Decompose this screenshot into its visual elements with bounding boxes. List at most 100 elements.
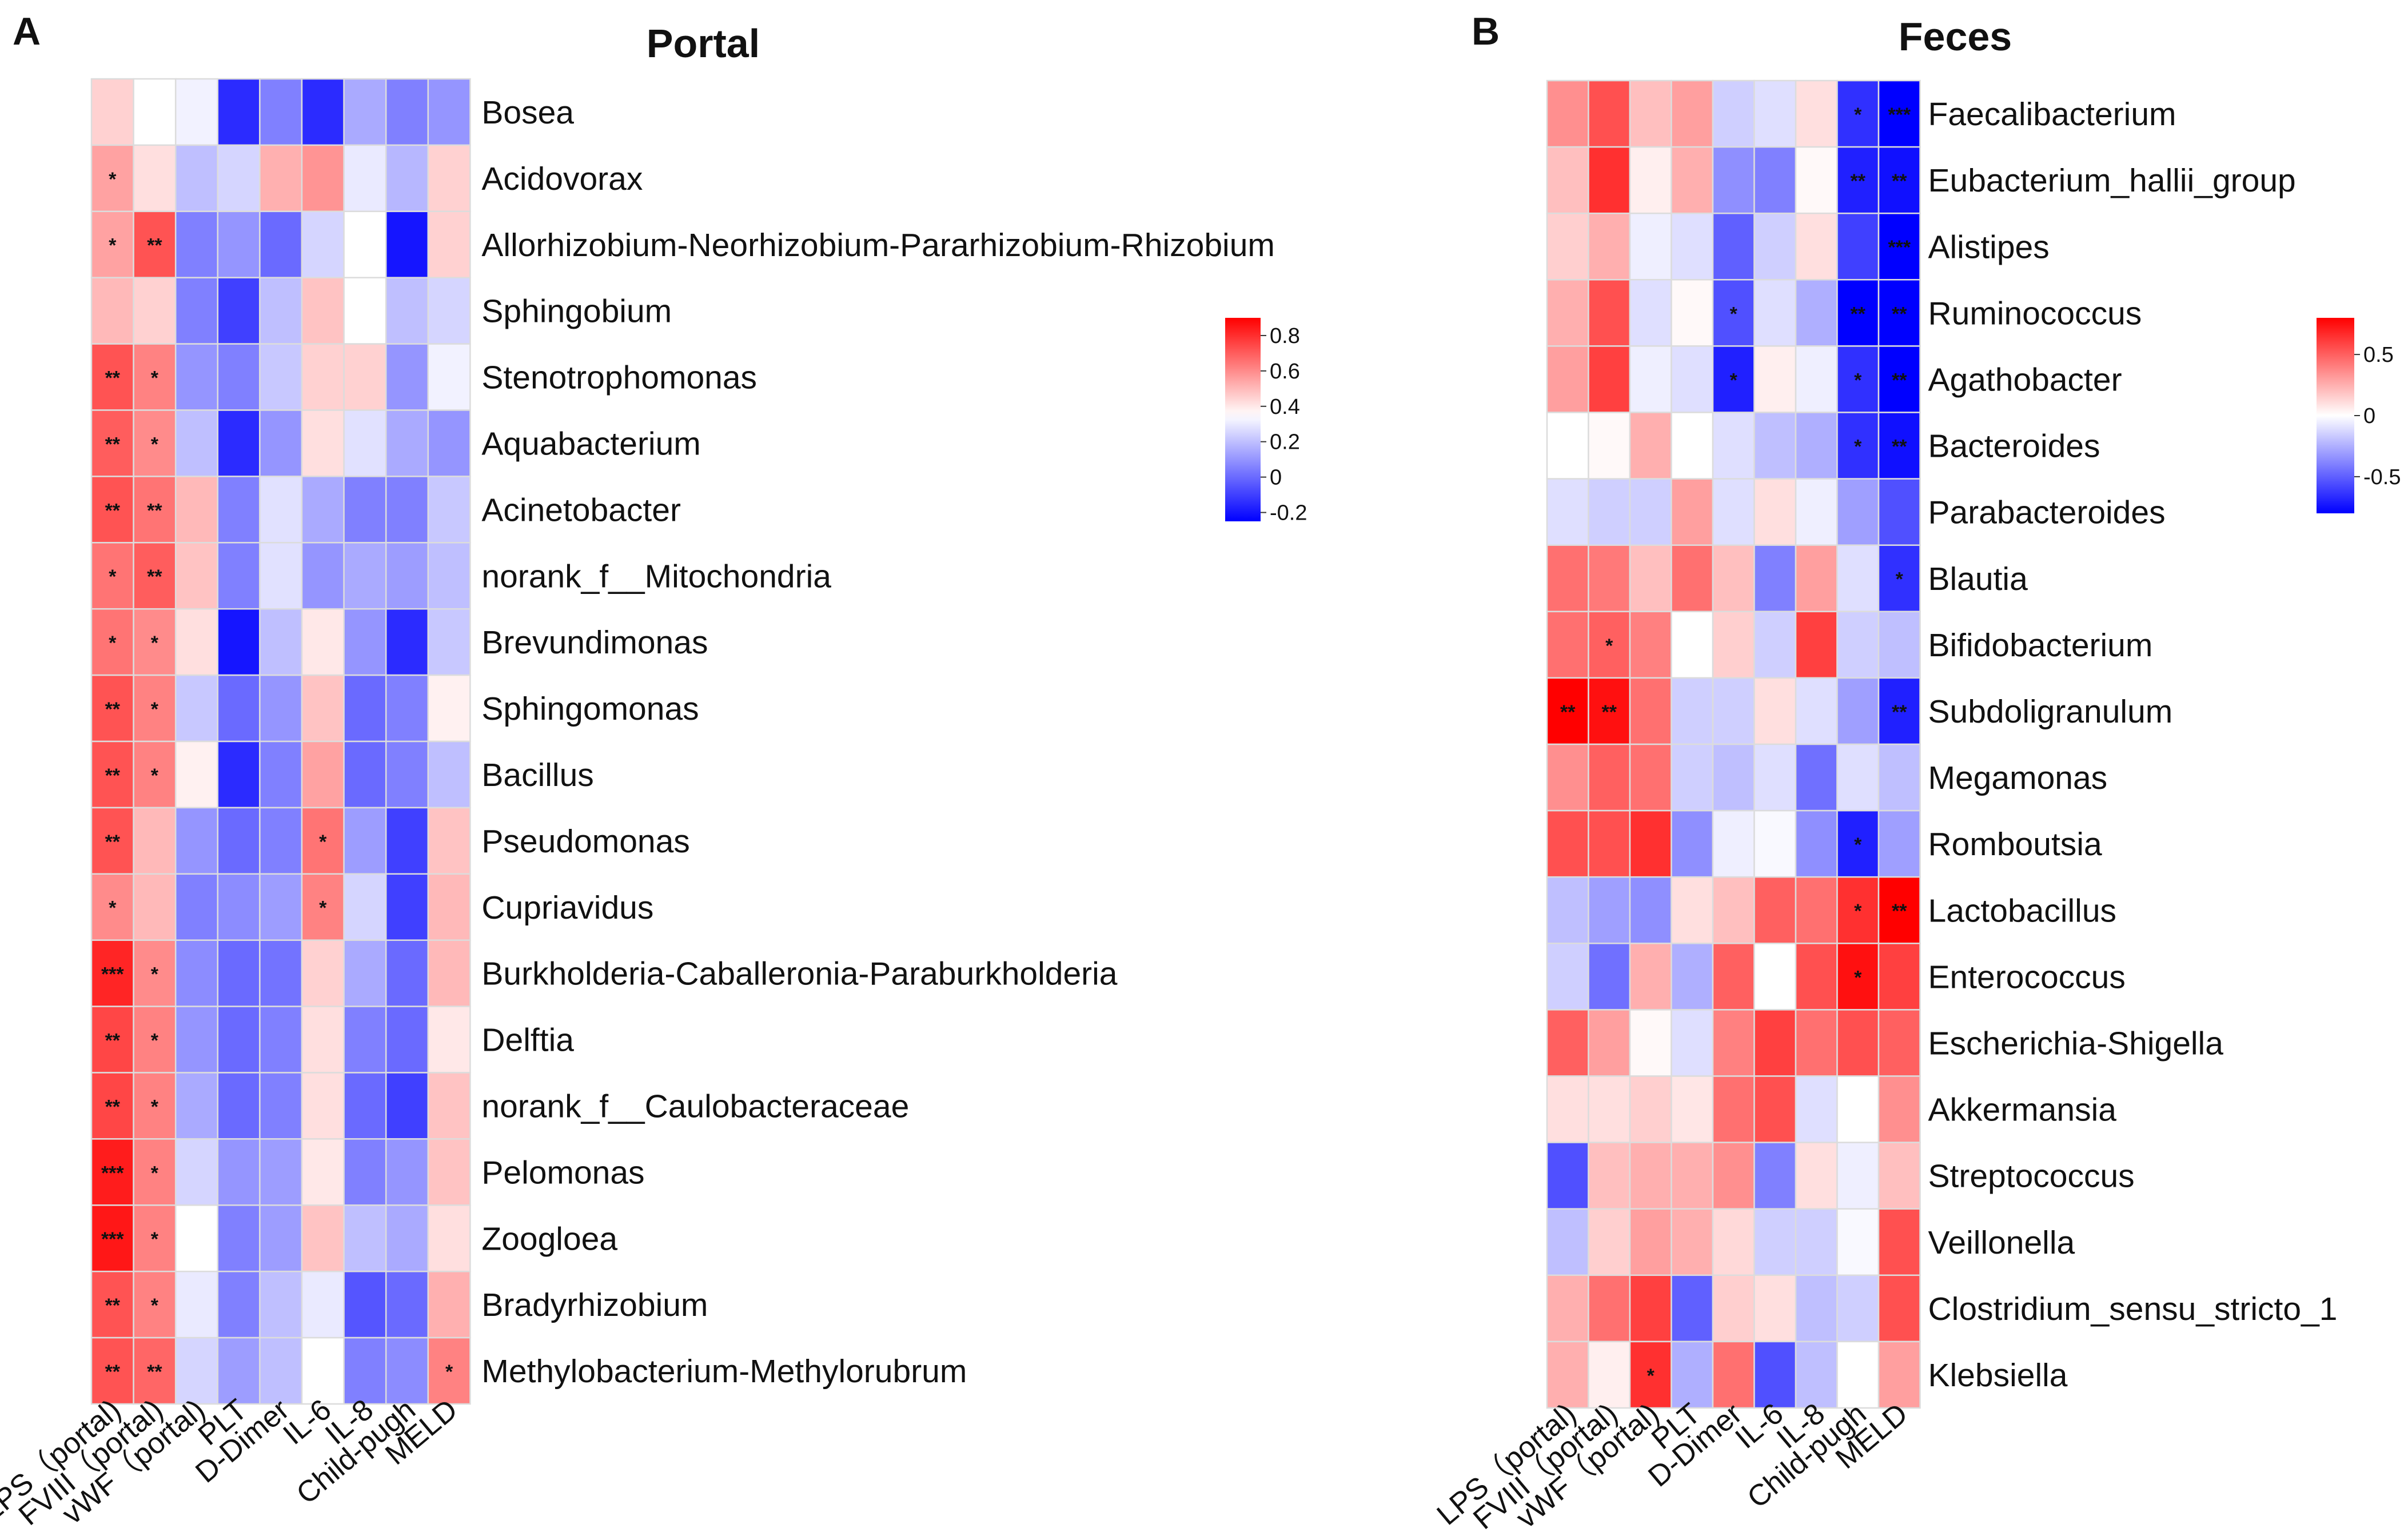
heatmap-cell [1877, 611, 1921, 679]
significance-marker: * [109, 566, 117, 588]
row-label: norank_f__Caulobacteraceae [481, 1088, 909, 1124]
significance-marker: * [1896, 569, 1904, 591]
heatmap-cell [427, 1336, 471, 1405]
significance-marker: * [151, 964, 159, 986]
row-label: Faecalibacterium [1928, 96, 2176, 133]
heatmap-cell [1877, 943, 1921, 1011]
heatmap-cell [1877, 212, 1921, 281]
heatmap-cell [90, 807, 134, 875]
heatmap-cell [259, 1204, 303, 1272]
significance-marker: ** [105, 1361, 121, 1383]
heatmap-cell [1836, 1208, 1880, 1276]
row-label: Acidovorax [481, 161, 643, 197]
significance-marker: * [1730, 369, 1738, 391]
heatmap-cell [1712, 1142, 1755, 1210]
heatmap-cell [1629, 743, 1672, 812]
heatmap-cell [1671, 79, 1714, 148]
heatmap-cell [174, 1336, 219, 1405]
heatmap-cell [1836, 1075, 1880, 1143]
heatmap-cell [1546, 1208, 1589, 1276]
heatmap-cell [217, 1204, 261, 1272]
significance-marker: * [1730, 303, 1738, 325]
significance-marker: ** [105, 699, 121, 720]
significance-marker: * [1647, 1365, 1655, 1387]
heatmap-cell [1712, 1274, 1755, 1343]
heatmap-cell [1588, 876, 1631, 944]
heatmap-cell [1795, 79, 1838, 148]
row-label: Lactobacillus [1928, 892, 2117, 929]
chart-title: Portal [647, 21, 760, 66]
heatmap-cell [1795, 544, 1838, 613]
heatmap-cell [1671, 876, 1714, 944]
heatmap-cell [1877, 345, 1921, 413]
heatmap-cell [1795, 1075, 1838, 1143]
row-label: Klebsiella [1928, 1357, 2068, 1394]
row-label: Burkholderia-Caballeronia-Paraburkholder… [481, 956, 1117, 992]
heatmap-cell [90, 210, 134, 278]
heatmap-cell [385, 476, 429, 544]
heatmap-cell [1671, 544, 1714, 613]
heatmap-cell [1753, 146, 1797, 214]
heatmap-cell [217, 542, 261, 610]
heatmap-cell [343, 78, 387, 146]
heatmap-cell [1836, 1340, 1880, 1409]
heatmap-cell [174, 343, 219, 411]
heatmap-cell [174, 210, 219, 278]
heatmap-cell [1753, 1208, 1797, 1276]
heatmap-cell [343, 1072, 387, 1140]
heatmap-cell [1629, 345, 1672, 413]
heatmap-cell [427, 277, 471, 345]
heatmap-cell [385, 1138, 429, 1206]
heatmap-cell [343, 210, 387, 278]
heatmap-cell [1877, 1142, 1921, 1210]
heatmap-cell [1712, 544, 1755, 613]
heatmap-cell [259, 939, 303, 1007]
heatmap-cell [1588, 1009, 1631, 1077]
color-scale-tick-label: 0.5 [2363, 343, 2394, 367]
heatmap-cell [1795, 611, 1838, 679]
significance-marker: ** [1851, 303, 1866, 325]
heatmap-cell [301, 542, 345, 610]
heatmap-cell [1629, 611, 1672, 679]
heatmap-cell [217, 807, 261, 875]
heatmap-cell [1877, 743, 1921, 812]
significance-marker: ** [147, 566, 162, 588]
heatmap-cell [1877, 1340, 1921, 1409]
heatmap-cell [1671, 212, 1714, 281]
heatmap-cell [385, 1270, 429, 1339]
heatmap-cell [1877, 1009, 1921, 1077]
significance-marker: * [1854, 834, 1862, 856]
significance-marker: * [151, 765, 159, 787]
heatmap-cell [259, 409, 303, 477]
row-label: Megamonas [1928, 760, 2108, 796]
heatmap-cell [1795, 212, 1838, 281]
significance-marker: * [445, 1361, 453, 1383]
row-label: Subdoligranulum [1928, 693, 2173, 730]
chart-title: Feces [1899, 14, 2012, 59]
heatmap-cell [1588, 943, 1631, 1011]
heatmap-cell [259, 1270, 303, 1339]
heatmap-cell [1629, 943, 1672, 1011]
heatmap-cell [1795, 1142, 1838, 1210]
heatmap-cell [90, 1336, 134, 1405]
heatmap-cell [1546, 1009, 1589, 1077]
row-label: Delftia [481, 1022, 574, 1059]
heatmap-cell [301, 807, 345, 875]
heatmap-cell [217, 1270, 261, 1339]
heatmap-cell [301, 1138, 345, 1206]
heatmap-cell [385, 1006, 429, 1074]
row-label: Agathobacter [1928, 361, 2122, 398]
heatmap-cell [1753, 611, 1797, 679]
heatmap-cell [427, 78, 471, 146]
row-label: Brevundimonas [481, 624, 708, 661]
panel-letter: A [13, 10, 41, 53]
heatmap-cell [427, 409, 471, 477]
significance-marker: * [151, 1030, 159, 1052]
heatmap-cell [1795, 743, 1838, 812]
heatmap-cell [174, 674, 219, 743]
heatmap-cell [217, 343, 261, 411]
heatmap-cell [385, 740, 429, 809]
heatmap-cell [301, 144, 345, 213]
heatmap-cell [1836, 876, 1880, 944]
